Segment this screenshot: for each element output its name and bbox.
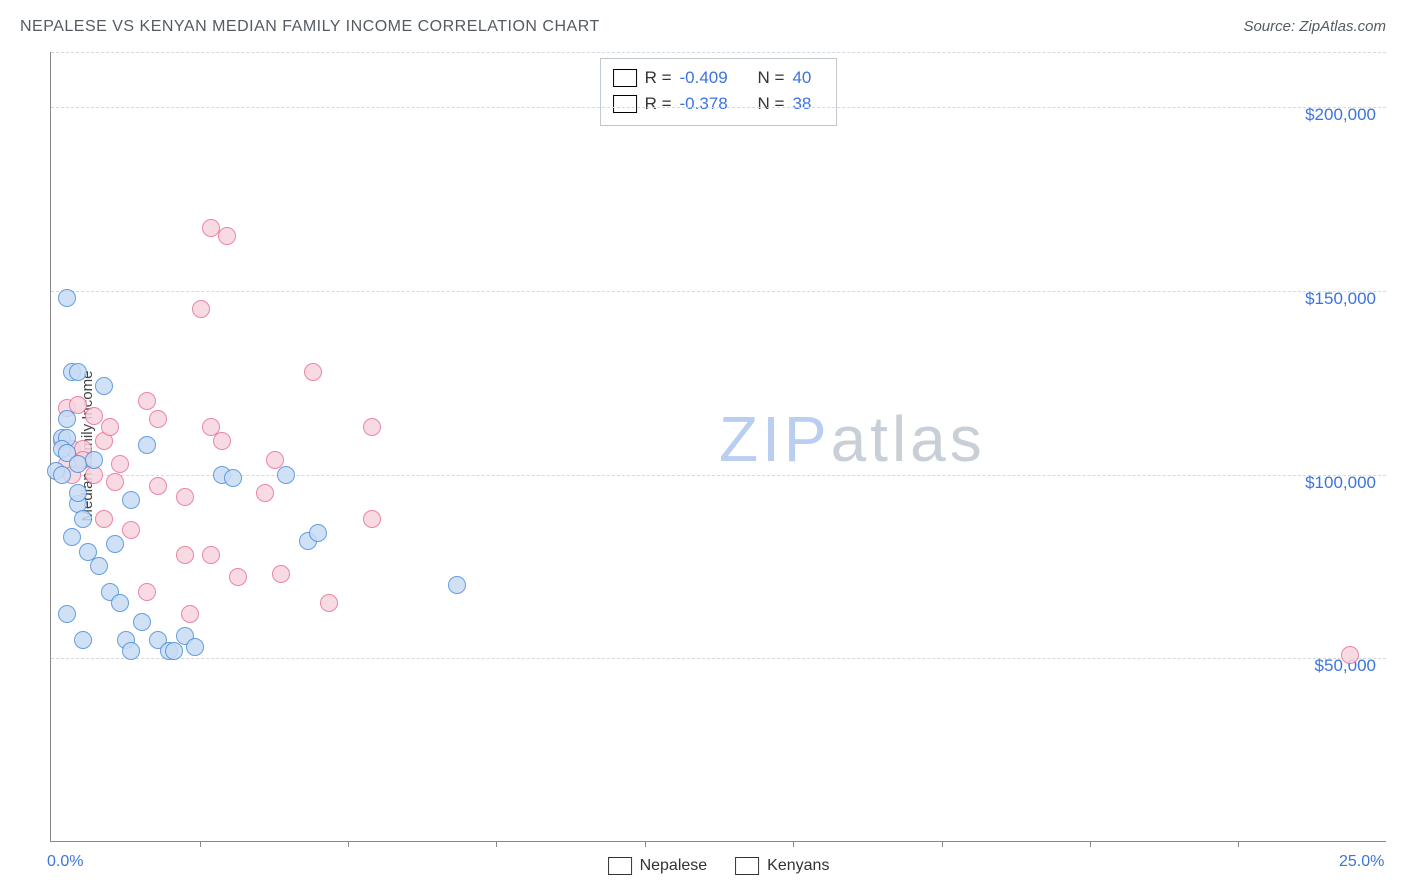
gridline bbox=[51, 107, 1386, 108]
scatter-point bbox=[149, 477, 167, 495]
title-row: NEPALESE VS KENYAN MEDIAN FAMILY INCOME … bbox=[20, 18, 1386, 42]
legend-stats-row-kenyans: R = -0.378 N = 38 bbox=[613, 91, 821, 117]
legend-item-kenyans: Kenyans bbox=[735, 857, 829, 875]
scatter-point bbox=[138, 392, 156, 410]
legend-stats: R = -0.409 N = 40 R = -0.378 N = 38 bbox=[600, 58, 838, 126]
trend-lines-svg bbox=[51, 52, 1386, 841]
x-tick bbox=[793, 841, 794, 847]
scatter-point bbox=[192, 300, 210, 318]
scatter-point bbox=[85, 451, 103, 469]
scatter-point bbox=[58, 289, 76, 307]
r-label: R = bbox=[645, 91, 672, 117]
x-tick bbox=[200, 841, 201, 847]
scatter-point bbox=[202, 546, 220, 564]
n-label: N = bbox=[758, 91, 785, 117]
y-tick-label: $100,000 bbox=[1305, 473, 1376, 493]
scatter-point bbox=[122, 491, 140, 509]
gridline bbox=[51, 475, 1386, 476]
n-label: N = bbox=[758, 65, 785, 91]
scatter-point bbox=[256, 484, 274, 502]
x-tick bbox=[942, 841, 943, 847]
scatter-point bbox=[363, 510, 381, 528]
scatter-point bbox=[63, 528, 81, 546]
scatter-point bbox=[69, 484, 87, 502]
scatter-point bbox=[101, 418, 119, 436]
scatter-point bbox=[224, 469, 242, 487]
scatter-point bbox=[111, 455, 129, 473]
scatter-point bbox=[53, 466, 71, 484]
scatter-point bbox=[69, 363, 87, 381]
gridline bbox=[51, 658, 1386, 659]
scatter-point bbox=[448, 576, 466, 594]
legend-stats-row-nepalese: R = -0.409 N = 40 bbox=[613, 65, 821, 91]
legend-swatch-kenyans bbox=[735, 857, 759, 875]
gridline bbox=[51, 52, 1386, 53]
legend-swatch-kenyans bbox=[613, 95, 637, 113]
plot-area: ZIPatlas R = -0.409 N = 40 R = -0.378 N … bbox=[50, 52, 1386, 842]
scatter-point bbox=[1341, 646, 1359, 664]
scatter-point bbox=[95, 377, 113, 395]
scatter-point bbox=[133, 613, 151, 631]
scatter-point bbox=[176, 546, 194, 564]
scatter-point bbox=[202, 418, 220, 436]
x-tick-label: 0.0% bbox=[47, 853, 83, 871]
n-value-kenyans: 38 bbox=[792, 91, 820, 117]
gridline bbox=[51, 291, 1386, 292]
legend-item-nepalese: Nepalese bbox=[608, 857, 708, 875]
scatter-point bbox=[138, 436, 156, 454]
source-label: Source: ZipAtlas.com bbox=[1243, 18, 1386, 35]
legend-swatch-nepalese bbox=[613, 69, 637, 87]
legend-label-nepalese: Nepalese bbox=[640, 857, 708, 875]
scatter-point bbox=[363, 418, 381, 436]
scatter-point bbox=[106, 473, 124, 491]
scatter-point bbox=[138, 583, 156, 601]
chart-title: NEPALESE VS KENYAN MEDIAN FAMILY INCOME … bbox=[20, 18, 600, 35]
scatter-point bbox=[165, 642, 183, 660]
scatter-point bbox=[122, 521, 140, 539]
r-label: R = bbox=[645, 65, 672, 91]
x-tick bbox=[496, 841, 497, 847]
scatter-point bbox=[320, 594, 338, 612]
chart-container: NEPALESE VS KENYAN MEDIAN FAMILY INCOME … bbox=[0, 0, 1406, 892]
x-tick bbox=[645, 841, 646, 847]
r-value-kenyans: -0.378 bbox=[680, 91, 742, 117]
x-tick bbox=[1090, 841, 1091, 847]
scatter-point bbox=[58, 605, 76, 623]
scatter-point bbox=[277, 466, 295, 484]
legend-label-kenyans: Kenyans bbox=[767, 857, 829, 875]
scatter-point bbox=[304, 363, 322, 381]
scatter-point bbox=[74, 510, 92, 528]
scatter-point bbox=[309, 524, 327, 542]
legend-swatch-nepalese bbox=[608, 857, 632, 875]
scatter-point bbox=[122, 642, 140, 660]
scatter-point bbox=[111, 594, 129, 612]
scatter-point bbox=[85, 407, 103, 425]
y-tick-label: $150,000 bbox=[1305, 289, 1376, 309]
scatter-point bbox=[95, 510, 113, 528]
scatter-point bbox=[229, 568, 247, 586]
scatter-point bbox=[176, 488, 194, 506]
scatter-point bbox=[149, 410, 167, 428]
x-tick bbox=[1238, 841, 1239, 847]
scatter-point bbox=[58, 410, 76, 428]
scatter-point bbox=[90, 557, 108, 575]
legend-bottom: Nepalese Kenyans bbox=[608, 857, 830, 875]
scatter-point bbox=[218, 227, 236, 245]
scatter-point bbox=[213, 432, 231, 450]
x-tick bbox=[348, 841, 349, 847]
scatter-point bbox=[181, 605, 199, 623]
scatter-point bbox=[74, 631, 92, 649]
n-value-nepalese: 40 bbox=[792, 65, 820, 91]
scatter-point bbox=[106, 535, 124, 553]
r-value-nepalese: -0.409 bbox=[680, 65, 742, 91]
y-tick-label: $200,000 bbox=[1305, 105, 1376, 125]
scatter-point bbox=[186, 638, 204, 656]
x-tick-label: 25.0% bbox=[1339, 853, 1384, 871]
scatter-point bbox=[272, 565, 290, 583]
